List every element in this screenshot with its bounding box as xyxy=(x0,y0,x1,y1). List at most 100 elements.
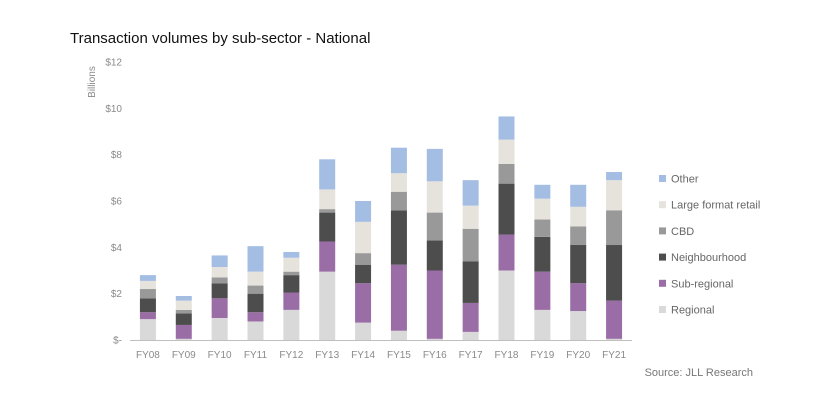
bar-segment-sub-regional-fy17 xyxy=(462,302,479,332)
x-tick-label: FY09 xyxy=(172,350,196,361)
bar-segment-cbd-fy16 xyxy=(426,212,443,241)
y-tick-label: $- xyxy=(113,336,122,347)
x-tick-label: FY13 xyxy=(315,350,339,361)
bar-segment-neighbourhood-fy12 xyxy=(283,275,300,293)
bar-segment-cbd-fy10 xyxy=(211,277,228,284)
bar-segment-large-format-retail-fy15 xyxy=(390,173,407,192)
y-tick-label: $6 xyxy=(111,197,123,208)
bar-segment-sub-regional-fy19 xyxy=(534,271,551,310)
bar-segment-regional-fy10 xyxy=(211,317,228,340)
x-tick-label: FY15 xyxy=(387,350,411,361)
legend-swatch xyxy=(659,227,666,235)
x-tick-label: FY20 xyxy=(566,350,590,361)
source-note: Source: JLL Research xyxy=(644,367,753,379)
bar-segment-sub-regional-fy12 xyxy=(283,292,300,310)
bar-segment-neighbourhood-fy18 xyxy=(498,183,515,235)
bar-segment-large-format-retail-fy19 xyxy=(534,198,551,220)
bar-segment-cbd-fy14 xyxy=(355,253,372,265)
bar-segment-large-format-retail-fy11 xyxy=(247,271,264,286)
bar-segment-cbd-fy08 xyxy=(139,289,156,299)
bar-segment-large-format-retail-fy13 xyxy=(319,189,336,210)
x-tick-label: FY18 xyxy=(495,350,519,361)
x-tick-label: FY21 xyxy=(602,350,626,361)
legend-label: Other xyxy=(671,174,699,186)
bar-segment-regional-fy17 xyxy=(462,331,479,340)
bar-segment-sub-regional-fy08 xyxy=(139,312,156,320)
x-tick-label: FY12 xyxy=(279,350,303,361)
bar-segment-large-format-retail-fy09 xyxy=(175,300,192,310)
bar-segment-regional-fy21 xyxy=(606,338,623,340)
legend-label: Regional xyxy=(671,305,714,317)
bar-segment-large-format-retail-fy18 xyxy=(498,139,515,164)
bar-segment-regional-fy11 xyxy=(247,321,264,340)
y-axis: $- $2 $4 $6 $8 $10 $12 Billions xyxy=(87,58,122,347)
bar-segment-other-fy21 xyxy=(606,172,623,181)
bar-segment-other-fy20 xyxy=(570,184,587,207)
bar-segment-other-fy16 xyxy=(426,148,443,182)
bar-segment-neighbourhood-fy13 xyxy=(319,212,336,242)
bar-segment-large-format-retail-fy21 xyxy=(606,180,623,211)
bar-segment-other-fy13 xyxy=(319,159,336,190)
bar-segment-cbd-fy12 xyxy=(283,271,300,276)
bar-segment-cbd-fy13 xyxy=(319,209,336,213)
bar-segment-neighbourhood-fy17 xyxy=(462,261,479,303)
bar-segment-other-fy14 xyxy=(355,201,372,222)
bar-segment-regional-fy18 xyxy=(498,270,515,340)
chart-title: Transaction volumes by sub-sector - Nati… xyxy=(70,30,371,47)
bar-segment-regional-fy19 xyxy=(534,309,551,340)
y-tick-label: $8 xyxy=(111,150,123,161)
bar-segment-sub-regional-fy10 xyxy=(211,298,228,318)
x-tick-label: FY10 xyxy=(208,350,232,361)
bar-segment-other-fy17 xyxy=(462,180,479,206)
bar-segment-sub-regional-fy18 xyxy=(498,234,515,271)
y-tick-label: $12 xyxy=(105,58,122,69)
bar-segment-large-format-retail-fy12 xyxy=(283,257,300,272)
bar-segment-large-format-retail-fy16 xyxy=(426,181,443,213)
bar-segment-other-fy19 xyxy=(534,184,551,199)
bar-segment-cbd-fy21 xyxy=(606,210,623,246)
bar-segment-other-fy15 xyxy=(390,147,407,174)
legend-swatch xyxy=(659,253,666,261)
bar-segment-sub-regional-fy21 xyxy=(606,300,623,339)
legend-label: Neighbourhood xyxy=(671,252,746,264)
bar-segment-other-fy18 xyxy=(498,116,515,140)
bar-segment-neighbourhood-fy11 xyxy=(247,293,264,313)
legend-swatch xyxy=(659,279,666,287)
bar-segment-regional-fy12 xyxy=(283,309,300,340)
bar-segment-large-format-retail-fy08 xyxy=(139,280,156,290)
legend-label: CBD xyxy=(671,226,694,238)
bar-segment-sub-regional-fy20 xyxy=(570,283,587,312)
bar-segment-other-fy10 xyxy=(211,255,228,268)
x-axis: FY08 FY09 FY10 FY11 FY12 FY13 FY14 FY15 FY16 FY17… xyxy=(130,340,632,361)
bar-segment-regional-fy20 xyxy=(570,311,587,340)
x-tick-label: FY08 xyxy=(136,350,160,361)
legend: Other Large format retail CBD Neighbourhood… xyxy=(659,174,760,317)
bar-segment-sub-regional-fy14 xyxy=(355,283,372,323)
bar-segment-other-fy11 xyxy=(247,246,264,272)
bar-segment-sub-regional-fy15 xyxy=(390,264,407,331)
bar-segment-neighbourhood-fy15 xyxy=(390,210,407,265)
x-tick-label: FY11 xyxy=(244,350,268,361)
y-tick-label: $10 xyxy=(105,104,122,115)
bar-segment-cbd-fy11 xyxy=(247,285,264,294)
bar-segment-cbd-fy15 xyxy=(390,191,407,211)
bar-segment-sub-regional-fy13 xyxy=(319,241,336,272)
bar-segment-regional-fy08 xyxy=(139,319,156,340)
bar-segment-regional-fy14 xyxy=(355,322,372,341)
bar-segment-sub-regional-fy11 xyxy=(247,312,264,322)
bar-segment-neighbourhood-fy14 xyxy=(355,264,372,284)
bar-segment-other-fy08 xyxy=(139,275,156,281)
bar-segment-neighbourhood-fy21 xyxy=(606,245,623,301)
x-tick-label: FY17 xyxy=(459,350,483,361)
bar-segment-cbd-fy19 xyxy=(534,219,551,237)
bar-segment-neighbourhood-fy20 xyxy=(570,245,587,284)
bar-segment-regional-fy16 xyxy=(426,338,443,340)
bar-segment-neighbourhood-fy16 xyxy=(426,240,443,271)
legend-label: Sub-regional xyxy=(671,278,733,290)
bar-segment-neighbourhood-fy10 xyxy=(211,283,228,299)
legend-swatch xyxy=(659,201,666,209)
bar-segment-cbd-fy09 xyxy=(175,309,192,314)
bar-segment-large-format-retail-fy10 xyxy=(211,267,228,278)
bar-segment-neighbourhood-fy19 xyxy=(534,236,551,272)
